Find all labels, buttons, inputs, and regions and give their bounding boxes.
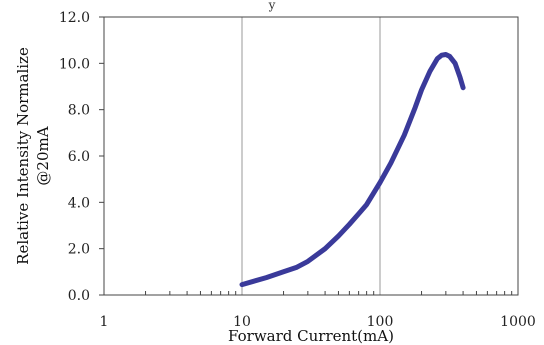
series-line <box>239 52 466 288</box>
y-tick-label: 10.0 <box>59 56 90 72</box>
x-tick-label: 1 <box>100 314 109 330</box>
y-tick-label: 8.0 <box>68 103 90 119</box>
y-tick-label: 6.0 <box>68 149 90 165</box>
x-tick-labels: 1 10 100 1000 <box>100 314 536 330</box>
y-axis-label-line-1: Relative Intensity Normalize <box>14 47 32 265</box>
minor-ticks <box>145 291 513 295</box>
y-axis-label-line-2: @20mA <box>34 126 52 185</box>
grid-lines <box>241 17 381 295</box>
x-tick-label: 1000 <box>500 314 536 330</box>
y-tick-label: 2.0 <box>68 242 90 258</box>
title-fragment: y <box>268 0 276 12</box>
y-axis-label: Relative Intensity Normalize @20mA <box>14 47 52 265</box>
x-axis-label: Forward Current(mA) <box>228 327 394 345</box>
y-tick-labels: 0.0 2.0 4.0 6.0 8.0 10.0 12.0 <box>59 10 104 304</box>
x-tick-label: 10 <box>233 314 251 330</box>
plot-frame <box>103 16 519 296</box>
y-tick-label: 0.0 <box>68 288 90 304</box>
y-tick-label: 4.0 <box>68 195 90 211</box>
x-tick-label: 100 <box>367 314 394 330</box>
y-tick-label: 12.0 <box>59 10 90 26</box>
